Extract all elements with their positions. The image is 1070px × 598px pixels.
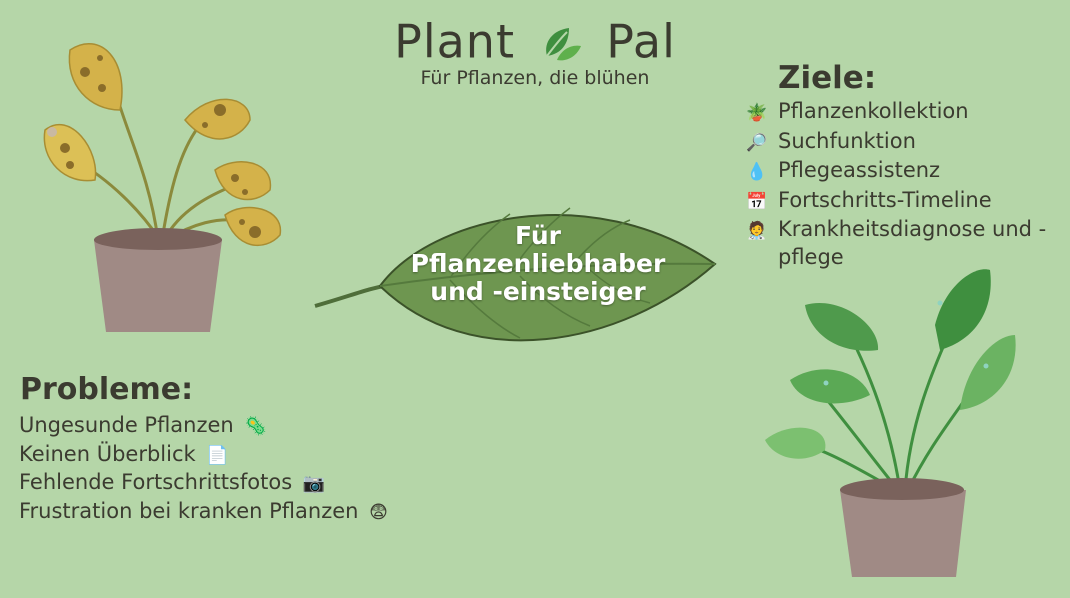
goal-item: 💧 Pflegeassistenz	[746, 157, 1070, 187]
droplet-icon: 💧	[746, 162, 768, 182]
problem-item: Fehlende Fortschrittsfotos 📷	[19, 469, 388, 498]
brand-name-right: Pal	[606, 14, 676, 69]
problem-label: Keinen Überblick	[19, 441, 196, 466]
sick-leaf-5	[224, 206, 281, 247]
goal-item: 🪴 Pflanzenkollektion	[746, 98, 1070, 128]
problem-item: Keinen Überblick 📄	[19, 441, 388, 470]
problem-label: Ungesunde Pflanzen	[19, 413, 234, 437]
brand-title: Plant Pal	[0, 10, 1070, 70]
goal-item: 🧑‍⚕️ Krankheitsdiagnose und -pflege	[746, 216, 1070, 271]
camera-icon: 📷	[302, 473, 326, 494]
fearful-face-icon: 😨	[369, 501, 388, 523]
goal-label: Fortschritts-Timeline	[778, 187, 992, 212]
problem-item: Frustration bei kranken Pflanzen 😨	[19, 498, 388, 527]
healthy-plant-pot	[840, 478, 966, 577]
tagline: Für Pflanzen, die blühen	[420, 67, 650, 89]
goal-label: Krankheitsdiagnose und -pflege	[778, 217, 1047, 269]
sick-leaf-3	[43, 123, 97, 182]
center-leaf-illustration	[314, 207, 717, 342]
problem-label: Frustration bei kranken Pflanzen	[19, 498, 359, 523]
goals-title: Ziele:	[778, 60, 877, 96]
healthy-leaf-4	[790, 369, 870, 404]
leaf-logo-icon	[545, 27, 581, 60]
problem-label: Fehlende Fortschrittsfotos	[19, 470, 293, 494]
goal-item: 📅 Fortschritts-Timeline	[746, 187, 1070, 217]
potted-plant-icon: 🪴	[746, 103, 768, 123]
sick-plant-illustration	[43, 43, 281, 332]
healthy-plant-illustration	[765, 269, 1016, 577]
sick-leaf-1	[68, 43, 123, 111]
leaf-caption-line-3: und -einsteiger	[430, 277, 646, 306]
goal-label: Pflanzenkollektion	[778, 99, 969, 123]
problem-item: Ungesunde Pflanzen 🦠	[19, 412, 388, 441]
goals-list: 🪴 Pflanzenkollektion 🔎 Suchfunktion 💧 Pf…	[746, 98, 1070, 271]
sick-leaf-2	[184, 98, 251, 140]
goal-item: 🔎 Suchfunktion	[746, 128, 1070, 158]
calendar-icon: 📅	[746, 191, 768, 212]
goal-label: Pflegeassistenz	[778, 158, 941, 182]
magnifier-icon: 🔎	[746, 132, 768, 153]
doctor-icon: 🧑‍⚕️	[746, 221, 768, 241]
healthy-leaf-1	[935, 269, 991, 350]
problems-title: Probleme:	[20, 372, 194, 407]
healthy-leaf-2	[805, 303, 879, 351]
goal-label: Suchfunktion	[778, 128, 916, 153]
leaf-caption: Für Pflanzenliebhaber und -einsteiger	[390, 222, 686, 306]
healthy-leaf-5	[765, 427, 826, 459]
sick-plant-pot	[94, 228, 222, 332]
leaf-caption-line-2: Pflanzenliebhaber	[410, 249, 666, 278]
document-icon: 📄	[206, 444, 229, 466]
brand-name-left: Plant	[394, 14, 515, 69]
healthy-leaf-3	[960, 335, 1016, 410]
microbe-icon: 🦠	[244, 416, 267, 437]
sick-leaf-4	[214, 161, 271, 201]
problems-list: Ungesunde Pflanzen 🦠 Keinen Überblick 📄 …	[19, 412, 388, 526]
leaf-caption-line-1: Für	[515, 221, 561, 250]
